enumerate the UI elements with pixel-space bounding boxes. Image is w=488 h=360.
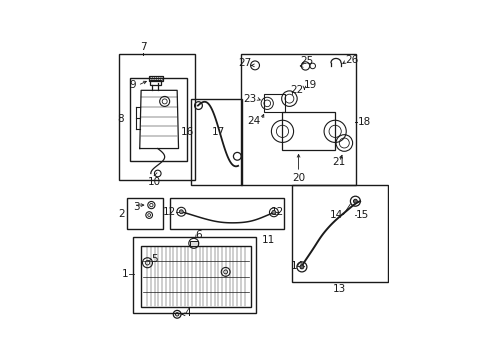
Text: 25: 25	[300, 56, 313, 66]
Text: 24: 24	[246, 116, 260, 126]
Text: 26: 26	[344, 55, 357, 65]
Text: 10: 10	[147, 177, 161, 187]
Text: 23: 23	[243, 94, 256, 104]
Bar	[189, 241, 198, 246]
Bar	[127, 198, 163, 229]
Text: 21: 21	[332, 157, 345, 167]
Bar	[282, 112, 334, 150]
Text: 20: 20	[291, 173, 305, 183]
Bar	[130, 78, 186, 161]
Text: 4: 4	[183, 308, 190, 318]
Text: 6: 6	[195, 230, 202, 240]
Bar	[133, 237, 256, 314]
Text: 5: 5	[151, 255, 158, 264]
Text: 27: 27	[238, 58, 251, 68]
Bar	[191, 99, 242, 185]
Text: 14: 14	[329, 210, 342, 220]
Polygon shape	[140, 90, 178, 149]
Bar	[150, 80, 161, 85]
Text: 19: 19	[303, 80, 316, 90]
Text: 11: 11	[261, 235, 274, 245]
Text: 8: 8	[117, 114, 124, 125]
Bar	[141, 246, 250, 307]
Text: 12: 12	[270, 207, 283, 217]
Text: 9: 9	[129, 80, 136, 90]
Circle shape	[271, 210, 275, 214]
Bar	[241, 54, 355, 185]
Text: 18: 18	[357, 117, 371, 127]
Text: 13: 13	[332, 284, 345, 294]
Text: 7: 7	[140, 42, 146, 52]
Circle shape	[299, 265, 303, 269]
Text: 12: 12	[163, 207, 176, 217]
Text: 3: 3	[133, 202, 139, 212]
Text: 17: 17	[212, 127, 225, 137]
Bar	[264, 94, 284, 112]
Bar	[119, 54, 195, 180]
Circle shape	[353, 199, 357, 203]
Bar	[170, 198, 284, 229]
Text: 2: 2	[118, 209, 124, 219]
Bar	[292, 185, 387, 282]
Text: 15: 15	[355, 210, 368, 220]
Bar	[148, 76, 163, 81]
Text: 16: 16	[181, 127, 194, 137]
Text: 14: 14	[290, 261, 303, 271]
Text: 1: 1	[121, 269, 128, 279]
Text: 22: 22	[289, 85, 303, 95]
Circle shape	[179, 210, 183, 214]
